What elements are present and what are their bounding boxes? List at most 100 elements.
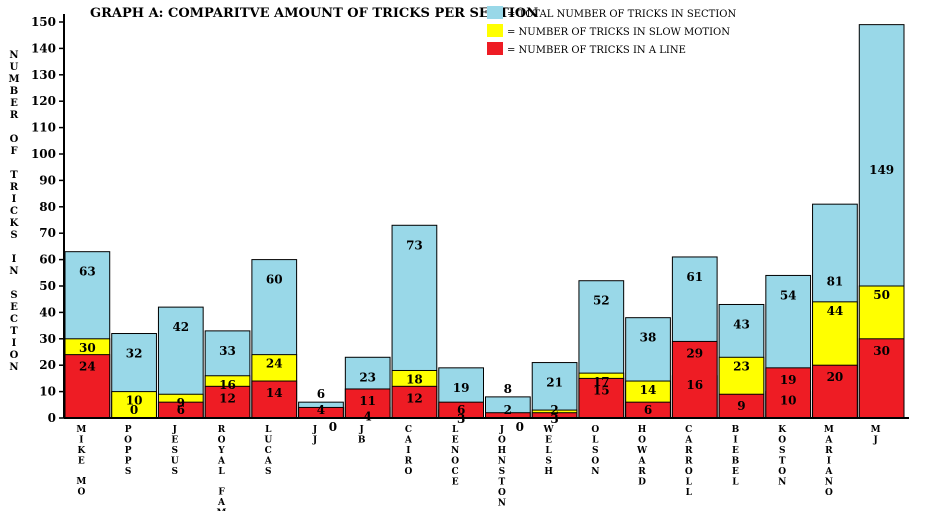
data-label-total: 32 bbox=[126, 347, 143, 361]
legend-entry: = NUMBER OF TRICKS IN SLOW MOTION bbox=[507, 27, 730, 38]
x-tick-letter: U bbox=[264, 436, 272, 446]
x-tick-letter: W bbox=[636, 446, 648, 456]
x-tick-letter: L bbox=[452, 425, 459, 435]
x-tick-letter: J bbox=[873, 436, 878, 446]
x-tick-letter: E bbox=[545, 436, 552, 446]
x-tick-letter: S bbox=[545, 457, 552, 467]
y-axis-label-letter: B bbox=[10, 86, 18, 97]
x-tick-letter: H bbox=[498, 446, 507, 456]
x-tick-letter: H bbox=[544, 467, 553, 477]
bar-line bbox=[671, 340, 718, 419]
x-tick-letter: S bbox=[172, 467, 179, 477]
x-tick-letter: C bbox=[405, 425, 412, 435]
x-tick-letter: L bbox=[592, 436, 599, 446]
x-tick-letter: P bbox=[125, 425, 132, 435]
y-axis-label-letter: K bbox=[10, 218, 19, 229]
x-axis: MIKEMOPOPPSJESUSROYALFAMLUCASJJJBCAIROLE… bbox=[64, 417, 909, 511]
x-tick-letter: C bbox=[685, 425, 692, 435]
data-label-total: 19 bbox=[453, 381, 470, 395]
x-tick-letter: O bbox=[778, 436, 786, 446]
x-tick-letter: E bbox=[78, 457, 85, 467]
data-label-slow-motion: 16 bbox=[219, 378, 236, 392]
data-label-total: 52 bbox=[593, 294, 610, 308]
x-tick-letter: R bbox=[685, 446, 693, 456]
data-label-slow-motion: 30 bbox=[79, 341, 96, 355]
data-label-line: 6 bbox=[177, 403, 185, 417]
x-tick-letter: J bbox=[172, 425, 177, 435]
x-tick-letter: E bbox=[732, 446, 739, 456]
data-label-line: 12 bbox=[406, 391, 423, 405]
x-tick-label: JB bbox=[358, 425, 366, 446]
data-label-line: 14 bbox=[266, 386, 283, 400]
y-axis-label-letter: S bbox=[10, 230, 17, 241]
y-axis-label-letter: I bbox=[12, 194, 17, 205]
y-axis-label-letter: I bbox=[12, 254, 17, 265]
data-label-line: 29 bbox=[686, 346, 703, 360]
x-tick-letter: S bbox=[172, 446, 179, 456]
x-tick-letter: L bbox=[732, 478, 739, 488]
data-label-line: 6 bbox=[644, 403, 652, 417]
y-tick-label: 50 bbox=[39, 279, 56, 293]
x-tick-letter: S bbox=[125, 467, 132, 477]
x-tick-letter: M bbox=[76, 425, 86, 435]
data-label-total: 33 bbox=[219, 344, 236, 358]
x-tick-letter: O bbox=[825, 488, 833, 498]
data-label-slow-motion: 24 bbox=[266, 357, 283, 371]
x-tick-label: MJ bbox=[871, 425, 881, 446]
data-label-total: 43 bbox=[733, 317, 750, 331]
legend-entry: = TOTAL NUMBER OF TRICKS IN SECTION bbox=[507, 9, 736, 20]
data-label-slow-motion: 0 bbox=[329, 420, 337, 434]
data-label-line: 30 bbox=[873, 344, 890, 358]
x-tick-letter: D bbox=[638, 478, 646, 488]
data-label-total: 73 bbox=[406, 238, 423, 252]
x-tick-letter: R bbox=[218, 425, 226, 435]
data-label-total: 6 bbox=[317, 387, 325, 401]
data-label-line: 6 bbox=[457, 403, 465, 417]
y-tick-label: 90 bbox=[39, 173, 56, 187]
x-tick-letter: S bbox=[592, 446, 599, 456]
bar-line bbox=[64, 354, 111, 419]
y-axis-label-letter: E bbox=[10, 98, 18, 109]
y-axis-label-letter: C bbox=[10, 314, 18, 325]
y-axis-label-letter: E bbox=[10, 302, 18, 313]
y-axis-label-letter: N bbox=[9, 362, 18, 373]
x-tick-letter: O bbox=[685, 467, 693, 477]
x-tick-letter: F bbox=[218, 488, 225, 498]
data-label-line: 19 bbox=[780, 373, 797, 387]
data-label-slow-motion: 3 bbox=[457, 412, 465, 426]
x-tick-letter: S bbox=[779, 446, 786, 456]
data-label-slow-motion: 0 bbox=[516, 420, 524, 434]
data-label-slow-motion: 10 bbox=[126, 394, 143, 408]
data-label-line: 11 bbox=[359, 394, 376, 408]
legend-swatch bbox=[487, 6, 503, 19]
x-tick-letter: L bbox=[265, 425, 272, 435]
x-tick-letter: B bbox=[732, 457, 740, 467]
data-label-total: 149 bbox=[869, 163, 894, 177]
data-label-line: 2 bbox=[504, 403, 512, 417]
x-tick-label: JJ bbox=[312, 425, 317, 446]
data-label-total: 21 bbox=[546, 376, 563, 390]
y-axis-label-letter: I bbox=[12, 338, 17, 349]
y-axis-label-letter: M bbox=[8, 74, 19, 85]
data-label-slow-motion: 14 bbox=[640, 383, 657, 397]
x-tick-letter: A bbox=[404, 436, 413, 446]
x-tick-letter: A bbox=[264, 457, 273, 467]
y-axis-label-letter: O bbox=[10, 350, 19, 361]
y-axis-label-letter: T bbox=[10, 326, 18, 337]
y-tick-label: 120 bbox=[31, 94, 56, 108]
y-axis-label-letter: U bbox=[10, 62, 19, 73]
x-tick-letter: L bbox=[686, 478, 693, 488]
x-tick-letter: O bbox=[404, 467, 412, 477]
x-tick-letter: O bbox=[124, 436, 132, 446]
x-tick-letter: A bbox=[824, 436, 833, 446]
y-axis-label-letter: R bbox=[10, 182, 19, 193]
x-tick-letter: S bbox=[499, 467, 506, 477]
